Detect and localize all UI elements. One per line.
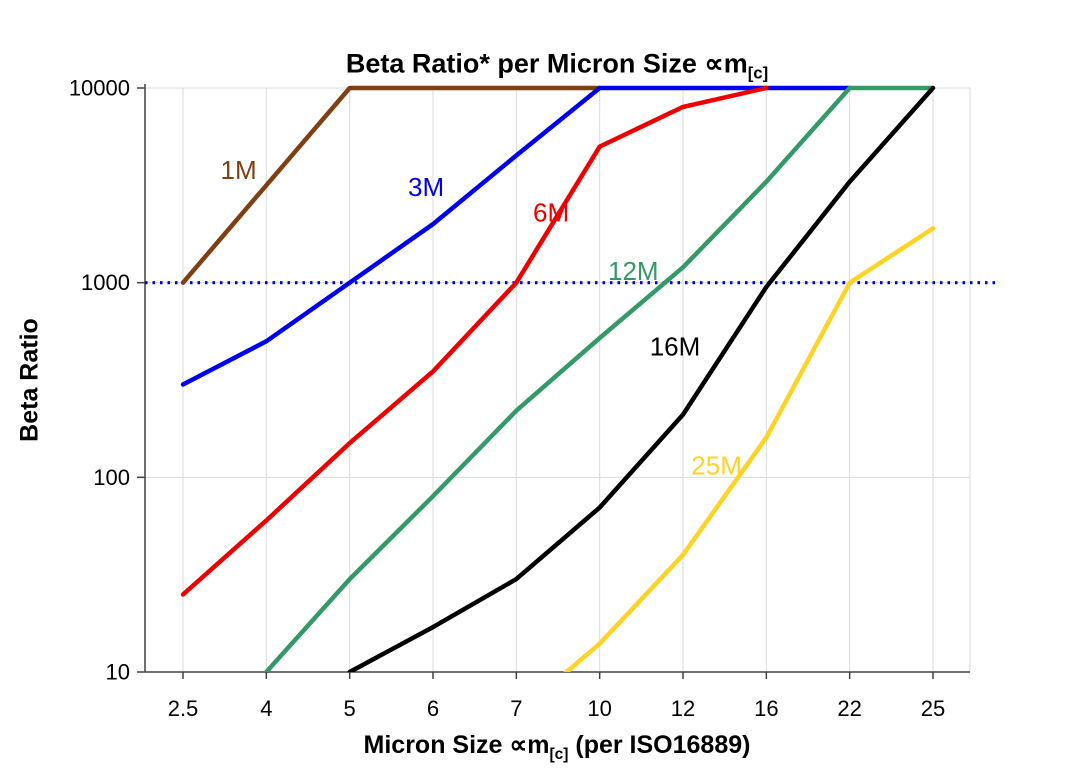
x-axis-title-suffix: (per ISO16889) [568,731,751,759]
series-label-1M: 1M [221,155,257,185]
y-tick-label: 10000 [69,76,130,101]
x-tick-label: 16 [754,696,778,721]
x-axis-title: Micron Size ∝m[c] (per ISO16889) [364,730,751,764]
x-tick-label: 12 [671,696,695,721]
y-tick-label: 10 [106,660,130,685]
series-line-1M [180,85,602,285]
x-tick-label: 5 [344,696,356,721]
y-tick-label: 100 [93,465,130,490]
x-axis-title-text: Micron Size ∝m [363,731,550,759]
x-tick-label: 7 [510,696,522,721]
series-line-25M [563,226,936,672]
series-label-12M: 12M [608,256,659,286]
x-tick-label: 6 [427,696,439,721]
chart-title-subscript: [c] [747,63,769,83]
series-line-6M [180,85,769,597]
series-line-3M [180,85,852,387]
y-axis-title-text: Beta Ratio [15,318,44,442]
series-label-3M: 3M [408,172,444,202]
x-tick-label: 4 [260,696,272,721]
series-line-12M [264,85,936,672]
chart-title: Beta Ratio* per Micron Size ∝m[c] [346,48,768,83]
series-label-16M: 16M [650,332,701,362]
x-tick-label: 2.5 [168,696,199,721]
series-line-16M [347,85,936,672]
x-tick-label: 10 [587,696,611,721]
series-label-6M: 6M [533,197,569,227]
x-tick-label: 22 [837,696,861,721]
x-axis-title-subscript: [c] [549,746,569,763]
y-tick-label: 1000 [81,270,130,295]
chart-title-text: Beta Ratio* per Micron Size ∝m [345,48,748,79]
y-axis-title: Beta Ratio [16,318,45,442]
x-tick-label: 25 [921,696,945,721]
series-label-25M: 25M [691,451,742,481]
